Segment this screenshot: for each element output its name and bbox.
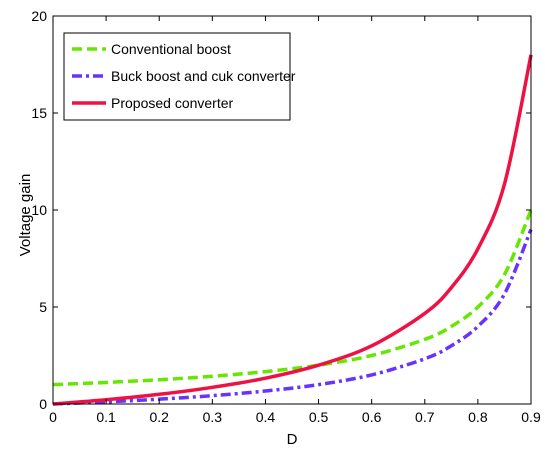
- y-axis-ticks: 0 5 10 15 20: [31, 8, 531, 412]
- legend-label-0: Conventional boost: [111, 41, 231, 57]
- x-tick-label: 0.8: [468, 409, 488, 425]
- y-tick-label: 15: [31, 105, 47, 121]
- y-tick-label: 20: [31, 8, 47, 24]
- series-line-2: [52, 54, 533, 406]
- legend-label-2: Proposed converter: [111, 95, 234, 111]
- y-tick-label: 0: [39, 396, 47, 412]
- x-tick-label: 0.5: [309, 409, 329, 425]
- y-axis-label: Voltage gain: [17, 174, 34, 257]
- series-line-0: [52, 209, 533, 387]
- x-tick-label: 0.9: [521, 409, 541, 425]
- x-tick-label: 0.3: [203, 409, 223, 425]
- x-tick-label: 0.4: [256, 409, 276, 425]
- x-tick-label: 0.2: [149, 409, 169, 425]
- x-tick-label: 0.6: [362, 409, 382, 425]
- x-axis-ticks: 0 0.1 0.2 0.3 0.4 0.5 0.6 0.7 0.8 0.9: [49, 16, 541, 425]
- x-tick-label: 0.7: [415, 409, 435, 425]
- x-tick-label: 0: [49, 409, 57, 425]
- series-line-1: [52, 228, 533, 406]
- x-axis-label: D: [287, 431, 298, 448]
- y-tick-label: 10: [31, 202, 47, 218]
- x-tick-label: 0.1: [96, 409, 116, 425]
- legend-label-1: Buck boost and cuk converter: [111, 68, 296, 84]
- y-tick-label: 5: [39, 299, 47, 315]
- plot-lines: [52, 54, 533, 406]
- legend: Conventional boost Buck boost and cuk con…: [63, 32, 296, 121]
